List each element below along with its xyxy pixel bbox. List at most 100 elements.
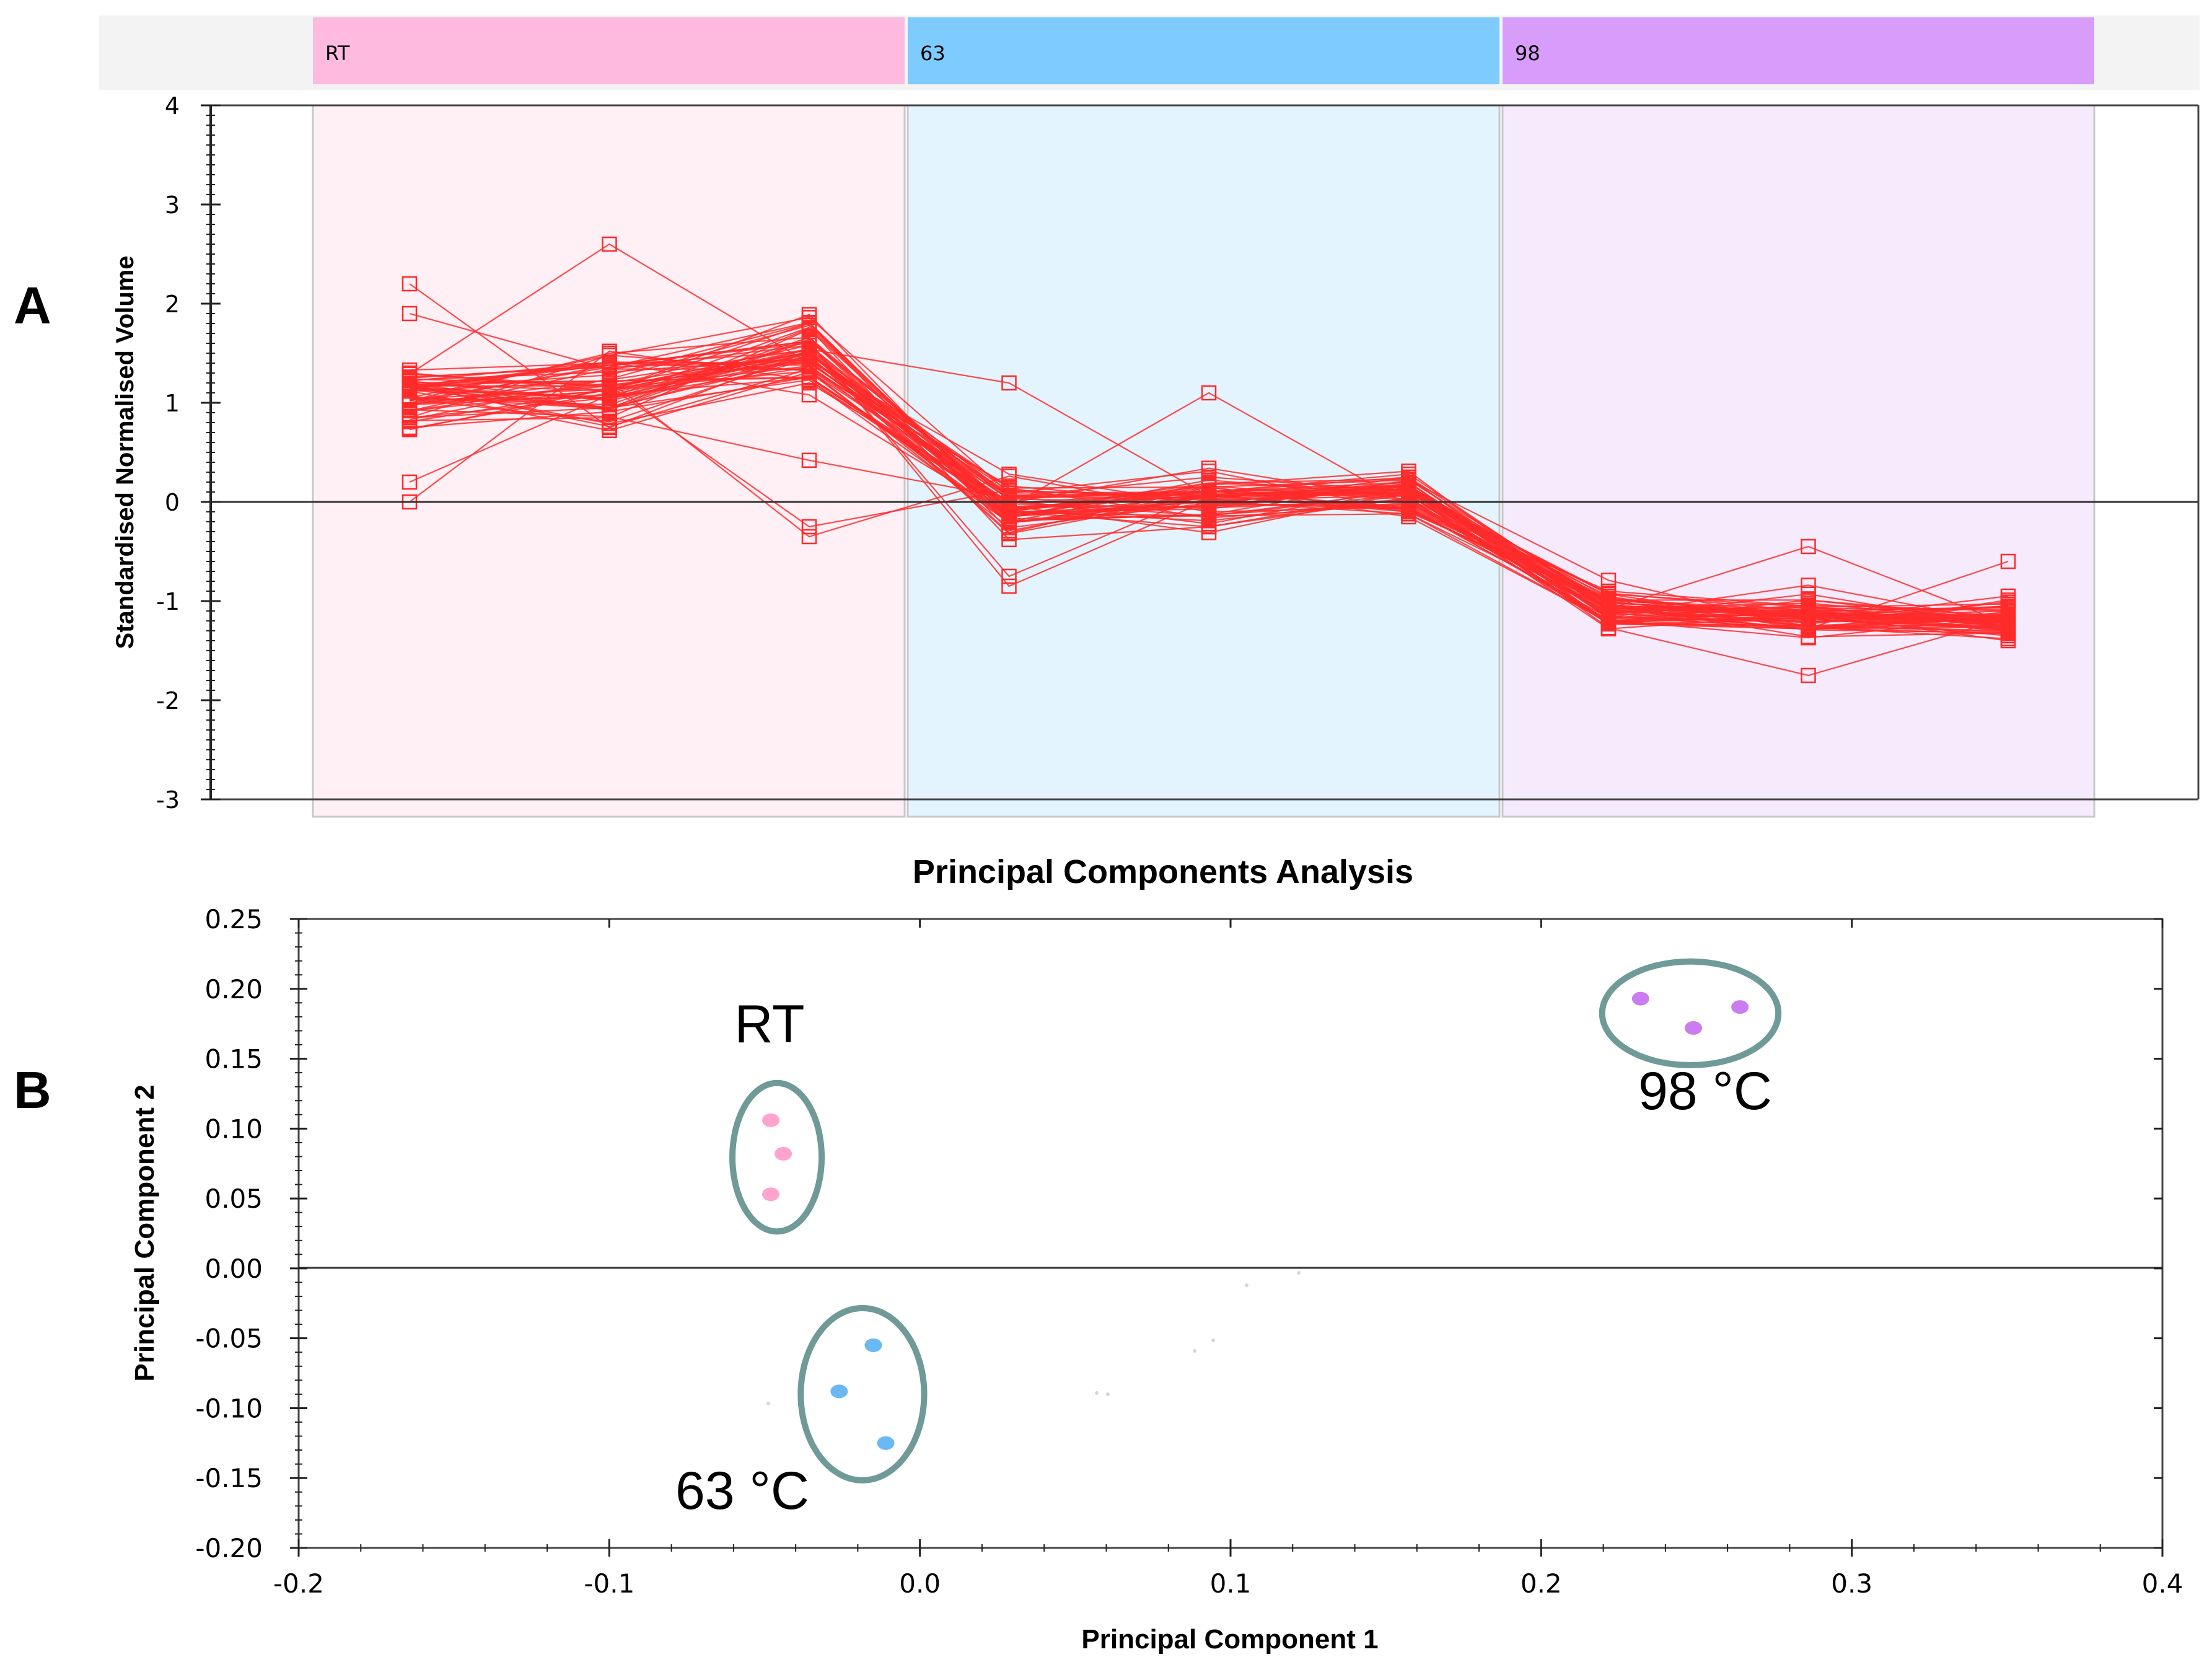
cluster-ellipse-1 [797,1304,928,1483]
x-tick-label-b: 0.3 [1831,1568,1872,1599]
profile-marker [801,452,817,468]
profile-marker [1600,611,1617,627]
profile-marker [1401,492,1416,508]
y-tick-label-b: -0.05 [195,1324,263,1354]
profile-marker [402,421,418,436]
x-tick-label-b: 0.1 [1210,1568,1252,1599]
group-label-63: 63 [920,42,946,65]
x-tick-label-b: -0.2 [273,1568,324,1599]
group-label-98: 98 [1515,42,1540,65]
y-axis-title-b: Principal Component 2 [129,1084,160,1381]
profile-line [409,340,2009,623]
profile-marker [1801,578,1816,593]
profile-marker [1001,578,1017,594]
profile-marker [1801,611,1816,627]
pca-point-63C [830,1384,848,1399]
profile-marker [801,529,817,545]
y-axis-a: 4 3 2 1 0 -1 -2 -3 [156,92,221,814]
cluster-label-rt: RT [734,995,804,1054]
cluster-label-63c: 63 °C [675,1461,809,1521]
group-bg-98 [1501,104,2096,818]
profile-marker [602,357,617,373]
y-tick-label-a: 4 [165,92,180,120]
profile-marker [801,387,817,403]
profile-marker [2000,553,2016,569]
cluster-ellipse-2 [1599,958,1782,1068]
clusters [729,958,1782,1483]
x-tick-label-b: 0.0 [899,1568,941,1599]
profile-line [409,361,2009,617]
y-tick-label-a: 0 [165,489,180,516]
profile-marker [1001,480,1017,496]
profile-marker [602,385,617,401]
profile-marker [1201,385,1217,401]
profile-marker [402,276,418,292]
y-axis-title-a: Standardised Normalised Volume [112,256,139,649]
profile-marker [402,397,418,413]
faint-points [766,1271,1301,1405]
panel-label-b: B [14,1061,51,1119]
y-tick-label-a: -3 [156,786,180,814]
x-tick-label-b: 0.4 [2142,1568,2183,1599]
profile-marker [1201,477,1217,493]
y-tick-label-a: 3 [165,191,180,219]
profile-marker [1201,510,1217,525]
cluster-label-98c: 98 °C [1638,1061,1772,1121]
group-header-98[interactable] [1503,17,2094,84]
y-tick-label-b: 0.05 [204,1184,263,1214]
profile-line [409,353,2009,629]
profile-marker [1600,595,1617,611]
y-tick-label-a: 1 [165,390,180,417]
y-tick-label-b: -0.10 [195,1393,263,1423]
profile-marker [602,236,617,252]
pca-point-63C [864,1338,882,1352]
profile-marker [1001,525,1017,540]
y-tick-label-a: -1 [156,588,180,615]
pca-point-63C [877,1436,895,1450]
pca-point-98C [1631,991,1649,1006]
profile-marker [1801,667,1816,683]
profile-marker [402,474,418,490]
profile-lines [402,236,2016,683]
profile-marker [1801,538,1816,555]
pca-points [762,991,1749,1450]
pca-plot: Principal Components Analysis 0.250.200.… [129,853,2183,1655]
profile-marker [602,377,617,393]
y-tick-label-a: -2 [156,687,180,714]
group-header-RT[interactable] [313,17,905,84]
y-tick-label-b: -0.15 [195,1463,263,1493]
group-bg-RT [312,104,906,818]
profile-marker [2000,620,2016,636]
axes-b: 0.25 0.20 0.15 0.10 0.05 0.00 -0.05 -0.10 -0.15 -… [195,904,2183,1599]
y-tick-label-b: -0.20 [195,1533,263,1563]
profile-marker [801,519,817,535]
profile-marker [1801,620,1816,636]
pca-point-RT [762,1113,780,1127]
profile-marker [402,371,418,387]
profile-marker [2000,594,2016,610]
y-tick-label-b: 0.15 [204,1044,263,1075]
y-tick-label-b: 0.10 [204,1114,263,1144]
pca-point-RT [762,1187,780,1202]
x-axis-title-b: Principal Component 1 [1081,1624,1378,1655]
x-tick-label-b: -0.1 [584,1568,634,1599]
y-tick-label-b: 0.25 [204,904,263,934]
profile-marker [1001,568,1017,584]
sample-groups: RT 63 98 [312,17,2096,818]
cluster-ellipse-0 [729,1079,825,1235]
profile-marker [801,345,817,360]
profile-marker [402,305,418,322]
profile-marker [1600,583,1617,599]
y-tick-label-b: 0.20 [204,974,263,1004]
profile-marker [801,354,817,370]
plot-b-frame [297,918,2164,1549]
profile-plot: RT 63 98 4 3 2 1 0 -1 -2 -3 Standardised Normalis… [99,15,2200,818]
pca-point-98C [1684,1021,1702,1035]
profile-marker [1001,375,1017,391]
pca-point-RT [775,1146,792,1161]
group-header-63[interactable] [908,17,1499,84]
group-label-RT: RT [325,42,350,65]
y-tick-label-a: 2 [165,291,180,318]
x-tick-label-b: 0.2 [1521,1568,1562,1599]
